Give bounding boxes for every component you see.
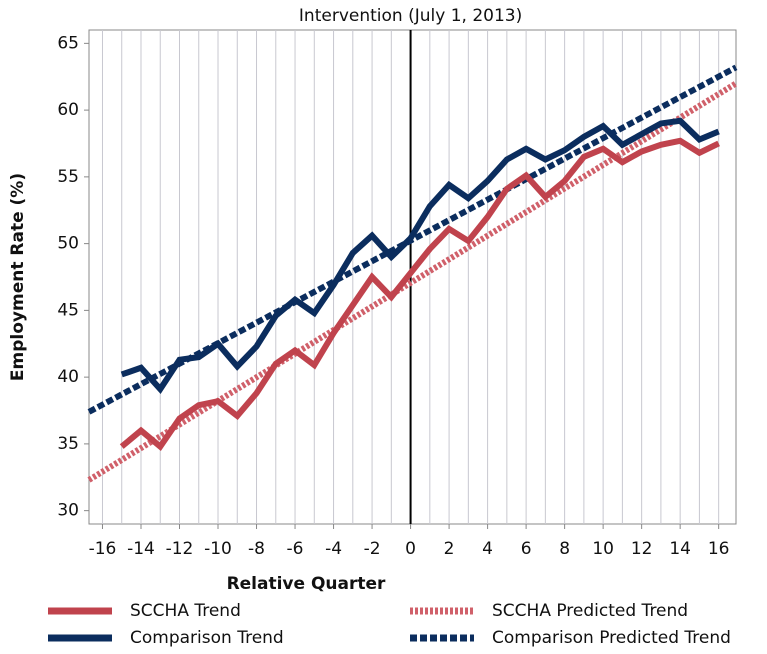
x-tick-label: -14 [127, 539, 155, 559]
y-tick-label: 65 [57, 33, 79, 53]
x-tick-label: 16 [708, 539, 730, 559]
y-tick-label: 50 [57, 234, 79, 254]
series-line [119, 137, 720, 451]
x-tick-label: -2 [364, 539, 381, 559]
x-tick-label: 2 [444, 539, 455, 559]
y-tick-label: 55 [57, 167, 79, 187]
legend-label: Comparison Trend [130, 628, 284, 648]
series-line [120, 117, 720, 395]
annotation: Intervention (July 1, 2013) [299, 6, 522, 26]
x-tick-label: 4 [482, 539, 493, 559]
plot-frame [88, 29, 737, 525]
y-tick-label: 40 [57, 367, 79, 387]
x-tick-label: 12 [631, 539, 653, 559]
y-axis-label: Employment Rate (%) [8, 173, 28, 381]
y-tick-label: 45 [57, 300, 79, 320]
x-tick-label: 0 [405, 539, 416, 559]
x-tick-label: 10 [592, 539, 614, 559]
series-line [87, 80, 738, 483]
legend-label: SCCHA Trend [130, 601, 241, 621]
x-tick-label: -12 [166, 539, 194, 559]
x-tick-label: 14 [669, 539, 691, 559]
y-tick-label: 35 [57, 434, 79, 454]
x-tick-label: -6 [287, 539, 304, 559]
legend-label: Comparison Predicted Trend [492, 628, 731, 648]
x-tick-label: -16 [89, 539, 117, 559]
x-tick-label: 8 [559, 539, 570, 559]
y-tick-label: 60 [57, 100, 79, 120]
x-tick-label: -4 [325, 539, 342, 559]
legend-label: SCCHA Predicted Trend [492, 601, 688, 621]
x-tick-label: 6 [521, 539, 532, 559]
x-axis-label: Relative Quarter [227, 574, 386, 594]
y-tick-label: 30 [57, 501, 79, 521]
x-tick-label: -10 [204, 539, 232, 559]
x-tick-label: -8 [248, 539, 265, 559]
